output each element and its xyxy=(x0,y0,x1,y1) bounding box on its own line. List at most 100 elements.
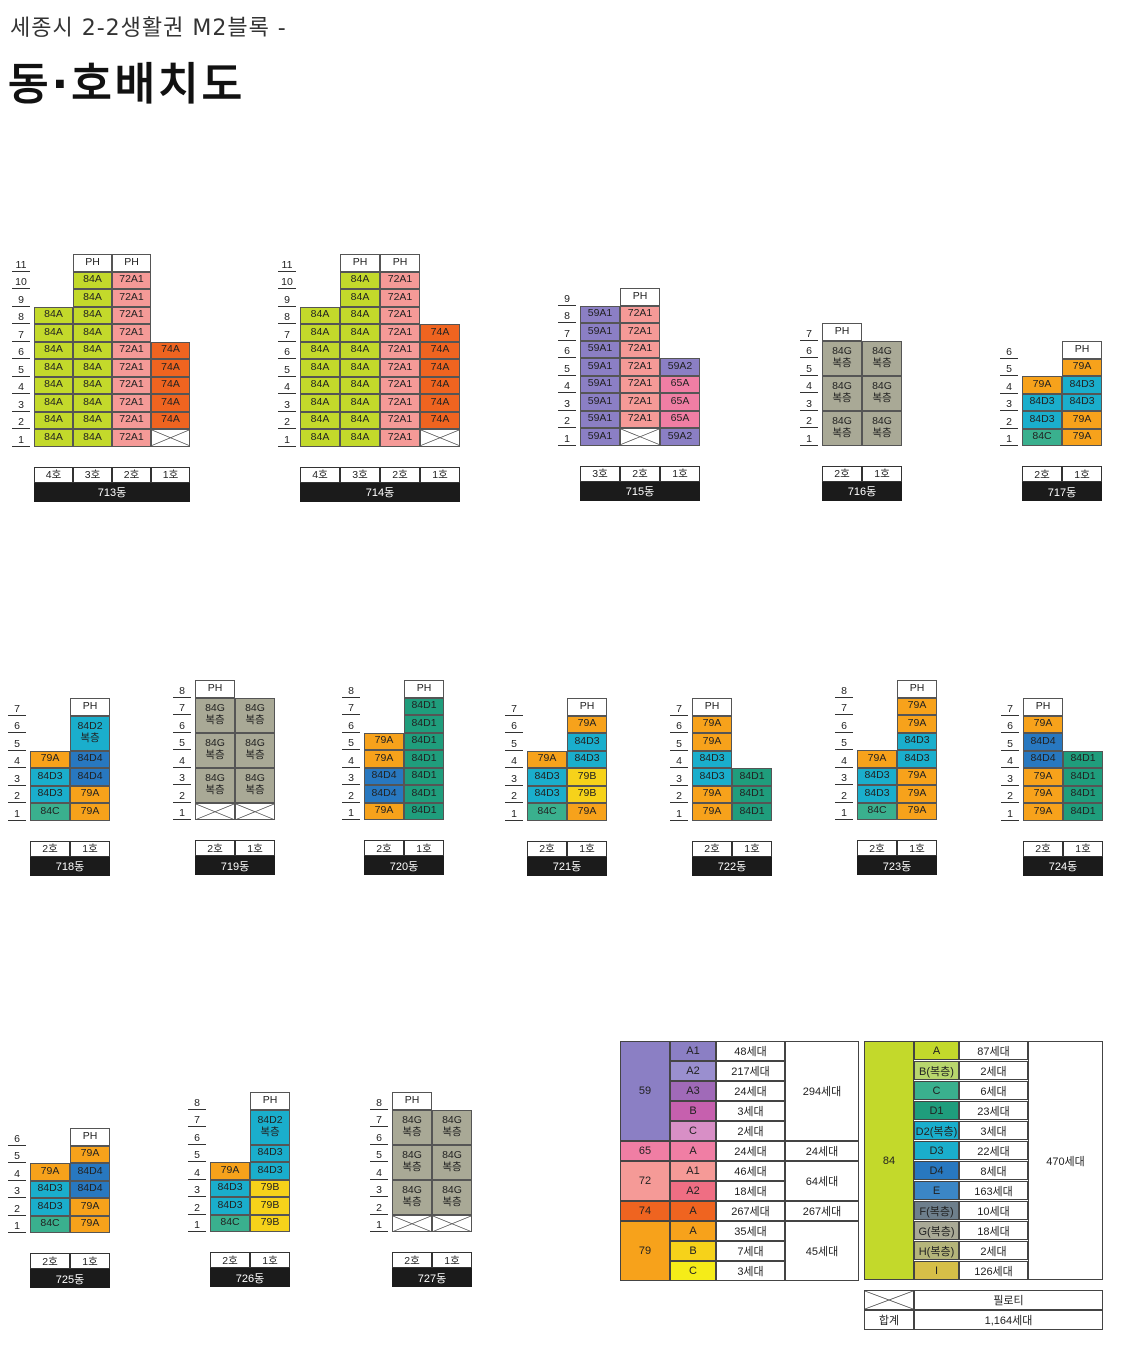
piloti-cell xyxy=(392,1214,432,1232)
floor-label: 5 xyxy=(188,1145,206,1162)
unit-cell: 84G 복층 xyxy=(195,732,235,768)
legend-count: 18세대 xyxy=(716,1181,785,1201)
building-name: 717동 xyxy=(1022,482,1102,501)
building-name: 726동 xyxy=(210,1268,290,1287)
building-name: 727동 xyxy=(392,1268,472,1287)
unit-cell: PH xyxy=(195,680,235,698)
unit-number: 2호 xyxy=(112,466,151,483)
unit-cell: 84A xyxy=(34,359,73,377)
floor-label: 5 xyxy=(670,733,688,751)
legend-total: 24세대 xyxy=(785,1141,859,1161)
unit-cell: 84D2 복층 xyxy=(70,715,110,751)
unit-cell: 84G 복층 xyxy=(195,767,235,803)
legend-type: E xyxy=(914,1181,959,1200)
floor-label: 4 xyxy=(173,750,191,768)
unit-cell: 79A xyxy=(1062,358,1102,376)
floor-label: 7 xyxy=(188,1110,206,1127)
legend-count: 2세대 xyxy=(959,1061,1028,1080)
unit-cell: 84D3 xyxy=(567,733,607,751)
legend-total: 294세대 xyxy=(785,1041,859,1141)
unit-number: 1호 xyxy=(70,1253,110,1269)
floor-label: 5 xyxy=(173,733,191,750)
floor-label: 1 xyxy=(342,803,360,820)
floor-label: 2 xyxy=(505,786,523,803)
unit-cell: 72A1 xyxy=(380,271,420,289)
page-subtitle: 세종시 2-2생활권 M2블록 - xyxy=(10,16,287,41)
floor-label: 6 xyxy=(342,715,360,733)
floor-label: 6 xyxy=(835,715,853,733)
piloti-label: 필로티 xyxy=(914,1290,1103,1310)
unit-cell: 84A xyxy=(300,359,340,377)
unit-cell: 84D1 xyxy=(404,732,444,750)
floor-label: 5 xyxy=(835,733,853,750)
floor-label: 7 xyxy=(800,323,818,341)
unit-number: 3호 xyxy=(580,465,620,482)
unit-cell: 72A1 xyxy=(620,340,660,358)
unit-cell: 59A1 xyxy=(580,410,620,428)
unit-number: 2호 xyxy=(380,466,420,483)
legend-count: 35세대 xyxy=(716,1221,785,1241)
floor-label: 1 xyxy=(1000,429,1018,446)
building-name: 719동 xyxy=(195,856,275,875)
unit-cell: PH xyxy=(340,254,380,272)
floor-label: 3 xyxy=(12,394,30,412)
unit-number: 1호 xyxy=(404,840,444,856)
piloti-cell xyxy=(195,802,235,820)
unit-cell: 72A1 xyxy=(112,306,151,324)
unit-cell: 84A xyxy=(300,306,340,324)
unit-cell: 84G 복층 xyxy=(862,340,902,376)
unit-cell: 84A xyxy=(34,411,73,429)
unit-number: 1호 xyxy=(1063,840,1103,857)
floor-label: 3 xyxy=(835,768,853,785)
building-name: 723동 xyxy=(857,856,937,875)
floor-label: 5 xyxy=(1000,359,1018,376)
legend-type: C xyxy=(914,1081,959,1100)
unit-cell: 59A2 xyxy=(660,358,700,376)
unit-cell: 79A xyxy=(567,715,607,733)
unit-cell: 79A xyxy=(857,750,897,768)
unit-cell: 72A1 xyxy=(112,376,151,394)
floor-label: 8 xyxy=(278,307,296,324)
unit-cell: 84D3 xyxy=(1062,376,1102,394)
unit-cell: PH xyxy=(1062,341,1102,359)
unit-cell: 79A xyxy=(1062,428,1102,446)
unit-cell: 79A xyxy=(1023,768,1063,786)
unit-cell: 84D1 xyxy=(1063,750,1103,768)
unit-cell: 84D3 xyxy=(1022,411,1062,429)
floor-label: 9 xyxy=(12,289,30,307)
unit-number: 2호 xyxy=(527,840,567,857)
unit-number: 2호 xyxy=(195,840,235,856)
floor-label: 1 xyxy=(1001,803,1019,821)
unit-cell: 84D3 xyxy=(897,732,937,750)
floor-label: 6 xyxy=(12,342,30,359)
floor-label: 5 xyxy=(12,359,30,377)
unit-cell: 79A xyxy=(364,750,404,768)
floor-label: 4 xyxy=(12,377,30,394)
floor-label: 3 xyxy=(188,1180,206,1197)
floor-label: 4 xyxy=(8,1163,26,1181)
unit-cell: 74A xyxy=(420,341,460,359)
floor-label: 5 xyxy=(278,359,296,377)
floor-label: 2 xyxy=(1001,786,1019,803)
floor-label: 3 xyxy=(800,393,818,411)
floor-label: 1 xyxy=(278,429,296,447)
floor-label: 10 xyxy=(278,272,296,289)
legend-type: I xyxy=(914,1261,959,1280)
legend-type: G(복층) xyxy=(914,1221,959,1240)
floor-label: 7 xyxy=(8,698,26,716)
unit-cell: 84D3 xyxy=(30,1180,70,1198)
floor-label: 6 xyxy=(8,1128,26,1146)
floor-label: 6 xyxy=(8,716,26,733)
unit-cell: 84G 복층 xyxy=(235,732,275,768)
floor-label: 8 xyxy=(370,1092,388,1110)
unit-cell: PH xyxy=(70,698,110,716)
floor-label: 1 xyxy=(8,803,26,821)
floor-label: 2 xyxy=(8,786,26,803)
unit-cell: 84G 복층 xyxy=(392,1109,432,1145)
floor-label: 1 xyxy=(188,1215,206,1232)
floor-label: 7 xyxy=(12,324,30,342)
unit-cell: 79A xyxy=(30,1163,70,1181)
floor-label: 3 xyxy=(505,768,523,786)
unit-number: 2호 xyxy=(364,840,404,856)
unit-number: 1호 xyxy=(70,840,110,857)
